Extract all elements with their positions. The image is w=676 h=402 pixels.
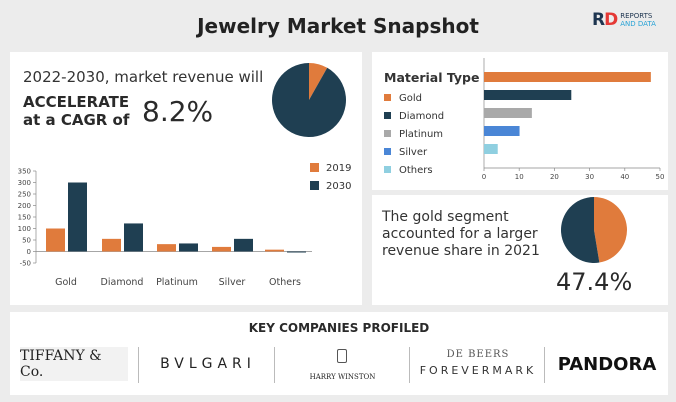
bar-others-2019	[265, 249, 284, 252]
y-tick-label: 200	[18, 202, 31, 210]
companies-heading: KEY COMPANIES PROFILED	[248, 321, 430, 335]
cagr-value: 8.2%	[142, 95, 214, 128]
legend-label: 2019	[326, 163, 351, 174]
bar-diamond-2019	[102, 238, 121, 252]
x-tick-label: Platinum	[156, 277, 198, 288]
gold-share-value: 47.4%	[556, 268, 633, 296]
material-type-title: Material Type	[384, 70, 479, 85]
y-tick-label: -50	[20, 260, 31, 268]
summary-line1: 2022-2030, market revenue will	[23, 68, 264, 86]
y-tick-label: 0	[27, 248, 31, 256]
bar-gold	[484, 72, 651, 82]
x-tick-label: 0	[482, 173, 486, 181]
page-title: Jewelry Market Snapshot	[197, 14, 479, 38]
y-tick-label: 300	[18, 179, 31, 187]
y-tick-label: 150	[18, 214, 31, 222]
legend-swatch-2019	[310, 163, 319, 172]
legend-swatch-diamond	[384, 112, 391, 119]
x-tick-label: 20	[550, 173, 559, 181]
y-tick-label: 50	[22, 237, 31, 245]
reports-and-data-logo: RD REPORTS AND DATA	[592, 10, 656, 30]
legend-swatch-platinum	[384, 130, 391, 137]
x-tick-label: Silver	[219, 277, 246, 288]
legend-label: 2030	[326, 181, 351, 192]
divider	[544, 347, 545, 383]
company-pandora: PANDORA	[557, 353, 657, 375]
bar-silver-2019	[212, 246, 231, 252]
company-de-beers: DE BEERS	[446, 349, 510, 360]
gold-share-pie-slice	[561, 197, 600, 263]
cagr-pie-slice	[309, 63, 328, 100]
logo-line2: AND DATA	[620, 20, 656, 28]
bar-others-2030	[287, 251, 306, 253]
summary-line2: ACCELERATE	[23, 93, 130, 111]
bar-diamond-2030	[124, 223, 143, 252]
bar-gold-2019	[46, 228, 65, 252]
logo-line1: REPORTS	[620, 12, 653, 20]
company-tiffany: TIFFANY & Co.	[20, 347, 128, 381]
divider	[138, 347, 139, 383]
legend-swatch-gold	[384, 94, 391, 101]
legend-swatch-silver	[384, 148, 391, 155]
summary-line3: at a CAGR of	[23, 111, 130, 129]
logo-mark: RD	[592, 10, 618, 30]
legend-label: Gold	[399, 93, 422, 104]
legend-label: Others	[399, 165, 433, 176]
legend-swatch-2030	[310, 181, 319, 190]
legend-label: Platinum	[399, 129, 443, 140]
x-tick-label: Diamond	[101, 277, 144, 288]
legend-swatch-others	[384, 166, 391, 173]
cagr-pie-slice	[272, 63, 346, 137]
bar-platinum	[484, 108, 532, 118]
divider	[409, 347, 410, 383]
bar-silver	[484, 126, 520, 136]
y-tick-label: 350	[18, 168, 31, 176]
x-tick-label: 30	[585, 173, 594, 181]
bar-platinum-2030	[179, 243, 198, 252]
legend-label: Diamond	[399, 111, 444, 122]
company-harry-winston: HARRY WINSTON	[309, 373, 376, 381]
x-tick-label: 40	[620, 173, 629, 181]
bar-gold-2030	[68, 182, 87, 252]
bar-others	[484, 144, 498, 154]
company-forevermark: FOREVERMARK	[419, 364, 537, 377]
gold-share-pie-slice	[594, 197, 627, 263]
x-tick-label: 10	[515, 173, 524, 181]
divider	[274, 347, 275, 383]
x-tick-label: 50	[656, 173, 665, 181]
y-tick-label: 250	[18, 191, 31, 199]
legend-label: Silver	[399, 147, 428, 158]
harry-winston-emblem-icon	[337, 349, 347, 363]
x-tick-label: Gold	[55, 277, 77, 288]
bar-silver-2030	[234, 238, 253, 252]
y-tick-label: 100	[18, 225, 31, 233]
x-tick-label: Others	[269, 277, 301, 288]
bar-diamond	[484, 90, 572, 100]
gold-share-text: The gold segment accounted for a larger …	[382, 209, 540, 259]
bar-platinum-2019	[157, 244, 176, 252]
company-bvlgari: BVLGARI	[160, 356, 256, 372]
